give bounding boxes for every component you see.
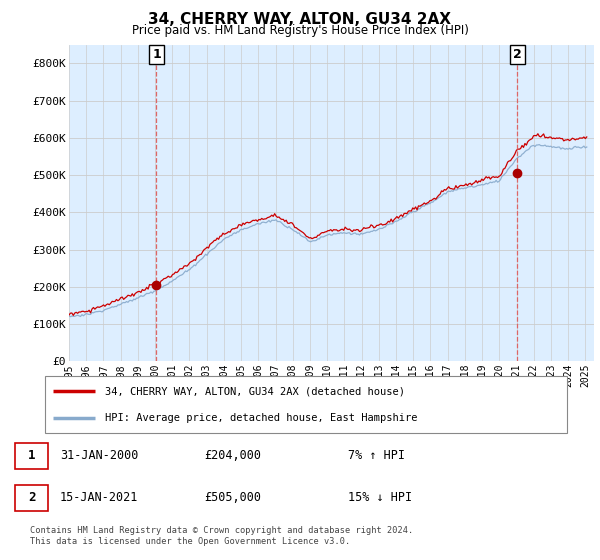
FancyBboxPatch shape bbox=[15, 484, 48, 511]
Text: HPI: Average price, detached house, East Hampshire: HPI: Average price, detached house, East… bbox=[106, 413, 418, 423]
Text: 15% ↓ HPI: 15% ↓ HPI bbox=[348, 491, 412, 504]
Text: 34, CHERRY WAY, ALTON, GU34 2AX: 34, CHERRY WAY, ALTON, GU34 2AX bbox=[149, 12, 452, 27]
Text: 1: 1 bbox=[152, 48, 161, 61]
Text: Price paid vs. HM Land Registry's House Price Index (HPI): Price paid vs. HM Land Registry's House … bbox=[131, 24, 469, 36]
Text: 31-JAN-2000: 31-JAN-2000 bbox=[60, 449, 139, 463]
Text: 2: 2 bbox=[513, 48, 521, 61]
FancyBboxPatch shape bbox=[44, 376, 568, 433]
Text: 7% ↑ HPI: 7% ↑ HPI bbox=[348, 449, 405, 463]
Text: £505,000: £505,000 bbox=[204, 491, 261, 504]
Text: Contains HM Land Registry data © Crown copyright and database right 2024.
This d: Contains HM Land Registry data © Crown c… bbox=[30, 526, 413, 546]
Text: 2: 2 bbox=[28, 491, 35, 504]
FancyBboxPatch shape bbox=[15, 443, 48, 469]
Text: 15-JAN-2021: 15-JAN-2021 bbox=[60, 491, 139, 504]
Text: £204,000: £204,000 bbox=[204, 449, 261, 463]
Text: 34, CHERRY WAY, ALTON, GU34 2AX (detached house): 34, CHERRY WAY, ALTON, GU34 2AX (detache… bbox=[106, 386, 406, 396]
Text: 1: 1 bbox=[28, 449, 35, 463]
